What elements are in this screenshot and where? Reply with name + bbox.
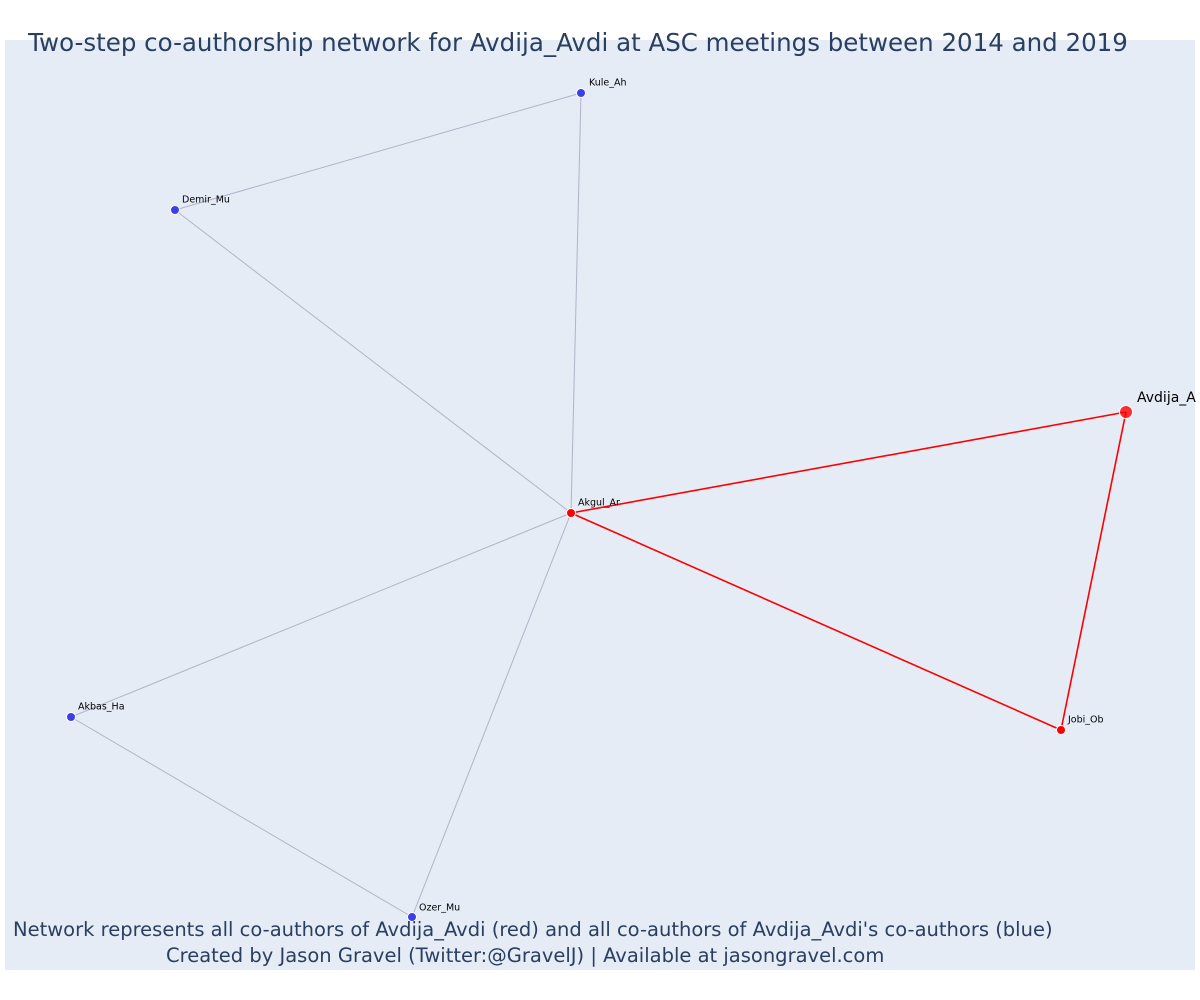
chart-title: Two-step co-authorship network for Avdij…	[28, 28, 1128, 57]
edge-Kule_Ah-Demir_Mu	[174, 92, 582, 211]
node-label-Akgul_Ar: Akgul_Ar	[578, 497, 620, 508]
node-Akgul_Ar[interactable]	[566, 508, 576, 518]
edges-layer	[70, 92, 1127, 918]
edge-Akbas_Ha-Akgul_Ar	[70, 512, 572, 718]
plot-area	[5, 40, 1195, 970]
labels-layer: Kule_Ah Demir_Mu Avdija_A Akgul_Ar Jobi_Ob Ak…	[78, 77, 1196, 913]
node-Jobi_Ob[interactable]	[1056, 725, 1066, 735]
nodes-layer	[66, 88, 1133, 922]
edge-Demir_Mu-Akgul_Ar	[174, 209, 572, 514]
footer-credit: Created by Jason Gravel (Twitter:@Gravel…	[166, 944, 885, 967]
footer-caption: Network represents all co-authors of Avd…	[13, 918, 1053, 941]
edge-Avdija_A-Jobi_Ob	[1060, 411, 1127, 731]
edge-Akgul_Ar-Avdija_A	[570, 411, 1127, 514]
node-Kule_Ah[interactable]	[576, 88, 586, 98]
edge-Ozer_Mu-Akgul_Ar	[411, 512, 572, 918]
node-Demir_Mu[interactable]	[170, 205, 180, 215]
node-label-Avdija_A: Avdija_A	[1137, 390, 1196, 406]
node-Avdija_A[interactable]	[1119, 405, 1133, 419]
edge-Akbas_Ha-Ozer_Mu	[70, 716, 413, 918]
edge-Kule_Ah-Akgul_Ar	[570, 92, 582, 514]
node-label-Demir_Mu: Demir_Mu	[182, 194, 230, 205]
node-label-Ozer_Mu: Ozer_Mu	[419, 902, 460, 913]
node-label-Jobi_Ob: Jobi_Ob	[1067, 714, 1104, 725]
edge-Akgul_Ar-Jobi_Ob	[570, 512, 1062, 731]
node-Ozer_Mu[interactable]	[407, 912, 417, 922]
node-Akbas_Ha[interactable]	[66, 712, 76, 722]
node-label-Akbas_Ha: Akbas_Ha	[78, 701, 125, 712]
node-label-Kule_Ah: Kule_Ah	[589, 77, 627, 88]
